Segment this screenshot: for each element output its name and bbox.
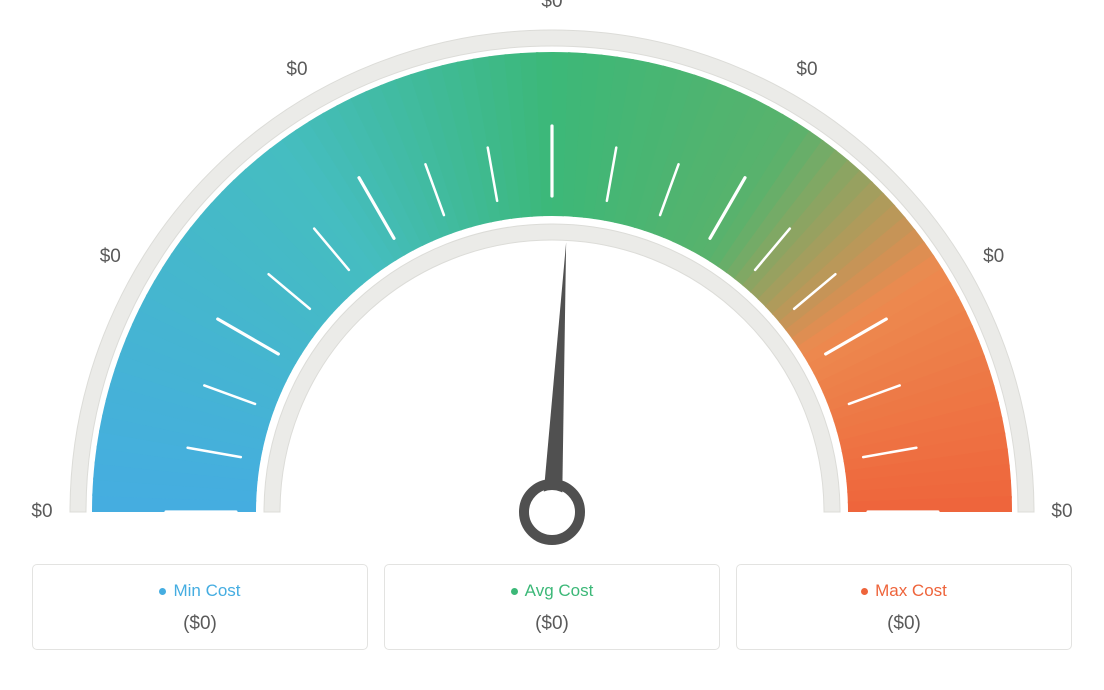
gauge-tick-label: $0 xyxy=(1051,501,1072,523)
legend-title-min: Min Cost xyxy=(159,581,240,601)
gauge-svg xyxy=(0,0,1104,560)
gauge-tick-label: $0 xyxy=(286,59,307,81)
legend: Min Cost ($0) Avg Cost ($0) Max Cost ($0… xyxy=(32,560,1072,650)
gauge-tick-label: $0 xyxy=(983,246,1004,268)
legend-value-max: ($0) xyxy=(747,613,1061,635)
legend-label: Max Cost xyxy=(875,581,947,601)
legend-value-avg: ($0) xyxy=(395,613,709,635)
legend-value-min: ($0) xyxy=(43,613,357,635)
dot-icon xyxy=(511,588,518,595)
legend-card-avg: Avg Cost ($0) xyxy=(384,564,720,650)
gauge-tick-label: $0 xyxy=(31,501,52,523)
legend-label: Avg Cost xyxy=(525,581,594,601)
legend-title-max: Max Cost xyxy=(861,581,947,601)
gauge-chart: $0 $0 $0 $0 $0 $0 $0 xyxy=(0,0,1104,560)
dot-icon xyxy=(159,588,166,595)
dot-icon xyxy=(861,588,868,595)
gauge-tick-label: $0 xyxy=(541,0,562,13)
legend-label: Min Cost xyxy=(173,581,240,601)
legend-card-min: Min Cost ($0) xyxy=(32,564,368,650)
legend-title-avg: Avg Cost xyxy=(511,581,594,601)
legend-card-max: Max Cost ($0) xyxy=(736,564,1072,650)
gauge-tick-label: $0 xyxy=(100,246,121,268)
gauge-tick-label: $0 xyxy=(796,59,817,81)
